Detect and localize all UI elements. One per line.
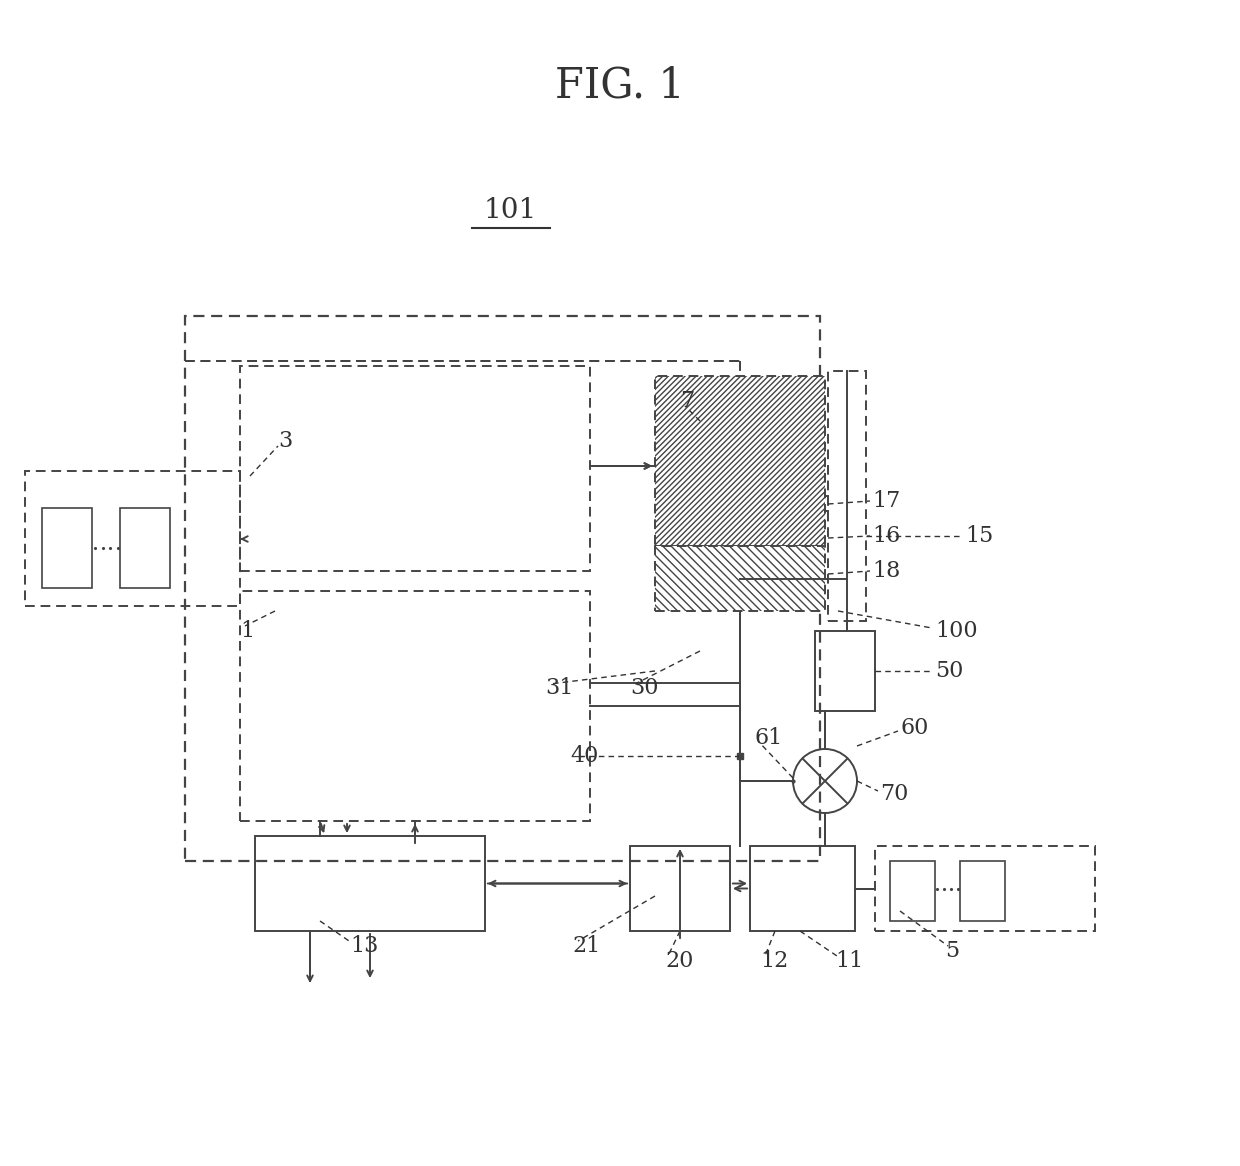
Text: 30: 30 [630, 677, 658, 698]
Bar [241, 591, 590, 821]
Text: 50: 50 [935, 660, 963, 682]
Bar [890, 861, 935, 921]
Text: FIG. 1: FIG. 1 [556, 65, 684, 107]
Text: 3: 3 [278, 430, 293, 452]
Bar [25, 471, 241, 606]
Text: 7: 7 [680, 389, 694, 412]
Bar [630, 847, 730, 930]
Text: 101: 101 [484, 197, 537, 225]
Text: 70: 70 [880, 784, 909, 805]
Text: 16: 16 [872, 525, 900, 547]
Text: 61: 61 [755, 726, 784, 749]
Bar [750, 847, 856, 930]
Text: 100: 100 [935, 620, 977, 642]
Bar [185, 316, 820, 861]
Bar [655, 375, 825, 546]
Text: 1: 1 [241, 620, 254, 642]
Bar [42, 508, 92, 588]
Bar [960, 861, 1004, 921]
Text: 40: 40 [570, 745, 599, 767]
Bar [655, 546, 825, 611]
Text: 20: 20 [665, 950, 693, 972]
Text: 12: 12 [760, 950, 789, 972]
Text: 60: 60 [900, 717, 929, 739]
Text: 11: 11 [835, 950, 863, 972]
Text: 18: 18 [872, 560, 900, 582]
Bar [255, 836, 485, 930]
Bar [120, 508, 170, 588]
Text: 21: 21 [572, 935, 600, 957]
Bar [875, 847, 1095, 930]
Bar [828, 371, 866, 621]
Text: 17: 17 [872, 490, 900, 512]
Text: 5: 5 [945, 940, 959, 962]
Text: 13: 13 [350, 935, 378, 957]
Text: 15: 15 [965, 525, 993, 547]
Bar [815, 631, 875, 711]
Bar [241, 366, 590, 571]
Text: 31: 31 [546, 677, 573, 698]
